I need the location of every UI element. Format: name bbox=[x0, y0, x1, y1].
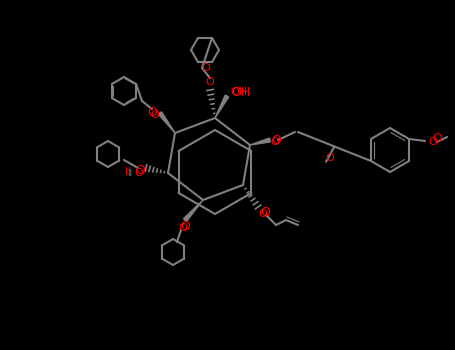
Text: O: O bbox=[271, 137, 279, 147]
Text: OH: OH bbox=[230, 87, 248, 97]
Text: O: O bbox=[180, 219, 190, 232]
Text: II: II bbox=[127, 169, 132, 178]
Text: O: O bbox=[202, 63, 210, 73]
Text: O: O bbox=[258, 209, 268, 219]
Text: O: O bbox=[429, 137, 437, 147]
Text: O: O bbox=[271, 133, 281, 147]
Text: OH: OH bbox=[232, 86, 251, 99]
Polygon shape bbox=[158, 112, 175, 133]
Text: O: O bbox=[260, 205, 270, 218]
Text: O: O bbox=[135, 163, 145, 176]
Text: O: O bbox=[135, 168, 143, 178]
Text: O: O bbox=[179, 223, 187, 233]
Text: O: O bbox=[326, 153, 334, 163]
Text: O: O bbox=[151, 110, 159, 120]
Text: O: O bbox=[206, 77, 214, 87]
Text: O: O bbox=[432, 133, 442, 146]
Polygon shape bbox=[183, 200, 203, 221]
Text: II: II bbox=[125, 167, 131, 177]
Polygon shape bbox=[215, 95, 229, 118]
Polygon shape bbox=[250, 138, 270, 145]
Text: O: O bbox=[147, 106, 157, 119]
